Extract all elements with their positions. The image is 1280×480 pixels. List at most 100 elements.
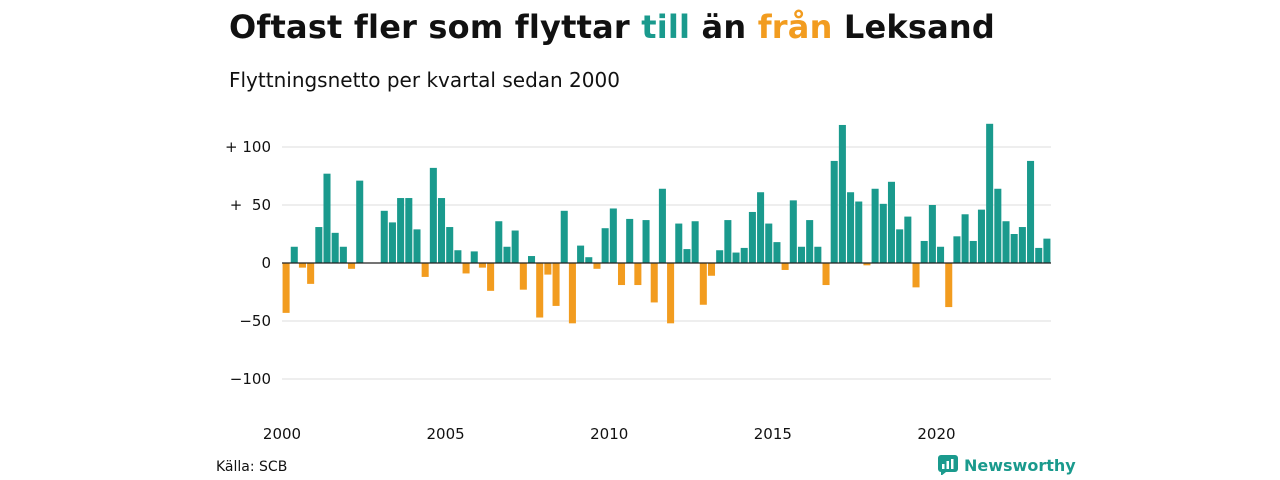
bars (282, 123, 1051, 324)
bar (887, 181, 895, 263)
bar (814, 246, 822, 263)
x-tick-label: 2015 (754, 425, 792, 443)
bar (519, 263, 527, 290)
x-tick-label: 2000 (263, 425, 301, 443)
bar (487, 263, 495, 291)
x-tick-label: 2020 (917, 425, 955, 443)
title-positive-word: till (641, 8, 691, 46)
bar (797, 246, 806, 263)
bar (626, 218, 634, 263)
grid-lines (282, 146, 1051, 380)
bar (478, 263, 486, 268)
y-tick-label: −100 (230, 370, 271, 388)
bar (1043, 238, 1051, 263)
bar (601, 228, 609, 263)
x-axis-ticks: 2000 2005 2010 2015 2020 (263, 425, 956, 443)
bar (969, 240, 977, 263)
bar (568, 263, 576, 324)
bar (830, 160, 838, 263)
title-part-1: Oftast fler som flyttar (229, 8, 642, 46)
bar (642, 220, 650, 263)
bar (511, 230, 519, 263)
bar (871, 188, 879, 263)
bar (667, 263, 675, 324)
bar (757, 192, 765, 263)
bar (740, 247, 748, 263)
bar (879, 203, 887, 263)
bar (413, 229, 421, 263)
bar (348, 263, 356, 269)
bar (806, 220, 814, 263)
bar (789, 200, 797, 263)
bar (446, 227, 454, 263)
bar (961, 214, 969, 263)
bar (593, 263, 601, 269)
newsworthy-icon (938, 455, 958, 475)
bar (323, 173, 331, 263)
bar (920, 240, 928, 263)
bar (945, 263, 953, 308)
bar (397, 198, 405, 263)
bar (470, 251, 478, 263)
bar (863, 263, 871, 266)
bar (617, 263, 626, 286)
chart-title: Oftast fler som flyttar till än från Lek… (229, 8, 995, 46)
bar (380, 210, 388, 263)
bar (691, 221, 699, 263)
y-tick-label: + 50 (230, 196, 271, 214)
title-part-3: Leksand (832, 8, 996, 46)
title-negative-word: från (757, 8, 833, 46)
x-tick-label: 2005 (427, 425, 465, 443)
y-tick-label: + 100 (225, 138, 271, 156)
y-tick-label: −50 (239, 312, 271, 330)
bar (937, 246, 945, 263)
bar (724, 220, 732, 263)
bar (1018, 227, 1026, 263)
bar (748, 211, 756, 263)
chart-subtitle: Flyttningsnetto per kvartal sedan 2000 (229, 68, 620, 92)
bar (986, 123, 994, 263)
bar (765, 223, 773, 263)
bar (536, 263, 544, 318)
title-part-2: än (690, 8, 758, 46)
bar (1010, 234, 1018, 263)
bar (699, 263, 707, 305)
bar (528, 256, 536, 263)
bar (298, 263, 306, 268)
bar (577, 245, 585, 263)
bar (1035, 247, 1043, 263)
bar (634, 263, 642, 286)
bar (896, 229, 904, 263)
bar (650, 263, 658, 303)
bar (503, 246, 511, 263)
bar (773, 242, 781, 263)
bar (544, 263, 552, 275)
bar (928, 205, 936, 263)
bar (781, 263, 789, 270)
y-axis-ticks: + 100 + 50 0 −50 −100 (225, 138, 271, 388)
bar (912, 263, 920, 288)
bar (1002, 221, 1010, 263)
bar (282, 263, 290, 313)
bar (732, 252, 740, 263)
bar (716, 250, 724, 263)
bar (405, 198, 413, 263)
bar (675, 223, 683, 263)
source-note: Källa: SCB (216, 459, 288, 475)
bar (855, 201, 863, 263)
bar (331, 232, 339, 263)
bar (838, 124, 846, 264)
bar (307, 263, 315, 284)
bar (421, 263, 429, 277)
bar (847, 192, 855, 263)
bar (429, 167, 437, 263)
bar (707, 263, 716, 276)
x-tick-label: 2010 (590, 425, 628, 443)
bar (388, 222, 396, 263)
bar (495, 221, 503, 263)
brand-logo: Newsworthy (938, 455, 1076, 475)
bar (438, 198, 446, 263)
bar (953, 236, 961, 263)
bar (994, 188, 1002, 263)
y-tick-label: 0 (261, 254, 271, 272)
